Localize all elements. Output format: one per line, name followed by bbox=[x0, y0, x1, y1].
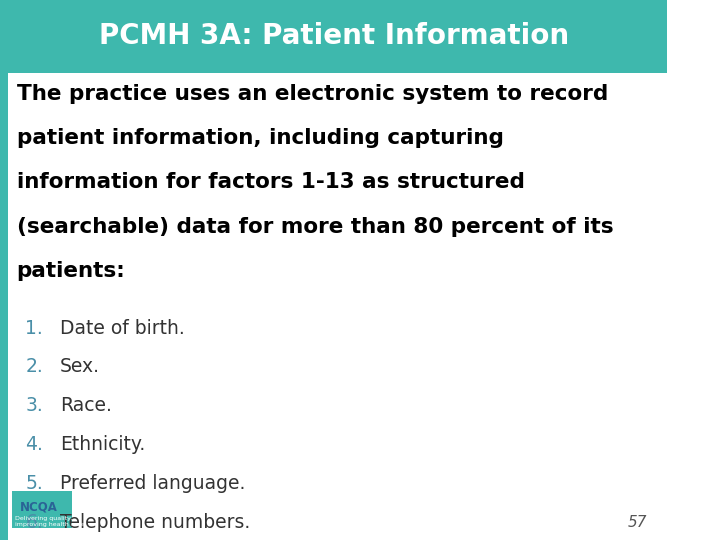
Text: Sex.: Sex. bbox=[60, 357, 100, 376]
Text: patient information, including capturing: patient information, including capturing bbox=[17, 128, 503, 148]
Text: Date of birth.: Date of birth. bbox=[60, 319, 185, 338]
Text: The practice uses an electronic system to record: The practice uses an electronic system t… bbox=[17, 84, 608, 104]
Bar bbox=[12, 491, 72, 528]
Text: (searchable) data for more than 80 percent of its: (searchable) data for more than 80 perce… bbox=[17, 217, 613, 237]
Text: 6.: 6. bbox=[25, 513, 43, 532]
Text: patients:: patients: bbox=[17, 261, 125, 281]
Text: 2.: 2. bbox=[25, 357, 43, 376]
Text: Delivering quality,
improving health care.: Delivering quality, improving health car… bbox=[15, 516, 87, 527]
Text: Race.: Race. bbox=[60, 396, 112, 415]
Text: 1.: 1. bbox=[25, 319, 43, 338]
Text: 4.: 4. bbox=[25, 435, 43, 454]
Text: NCQA: NCQA bbox=[20, 500, 58, 513]
Text: PCMH 3A: Patient Information: PCMH 3A: Patient Information bbox=[99, 23, 569, 50]
Text: 5.: 5. bbox=[25, 474, 43, 493]
Text: Telephone numbers.: Telephone numbers. bbox=[60, 513, 251, 532]
FancyBboxPatch shape bbox=[0, 0, 667, 73]
Text: Preferred language.: Preferred language. bbox=[60, 474, 246, 493]
Text: Ethnicity.: Ethnicity. bbox=[60, 435, 145, 454]
Text: 3.: 3. bbox=[25, 396, 43, 415]
Text: information for factors 1-13 as structured: information for factors 1-13 as structur… bbox=[17, 172, 525, 192]
Text: 57: 57 bbox=[628, 515, 647, 530]
Bar bbox=[0, 73, 8, 540]
